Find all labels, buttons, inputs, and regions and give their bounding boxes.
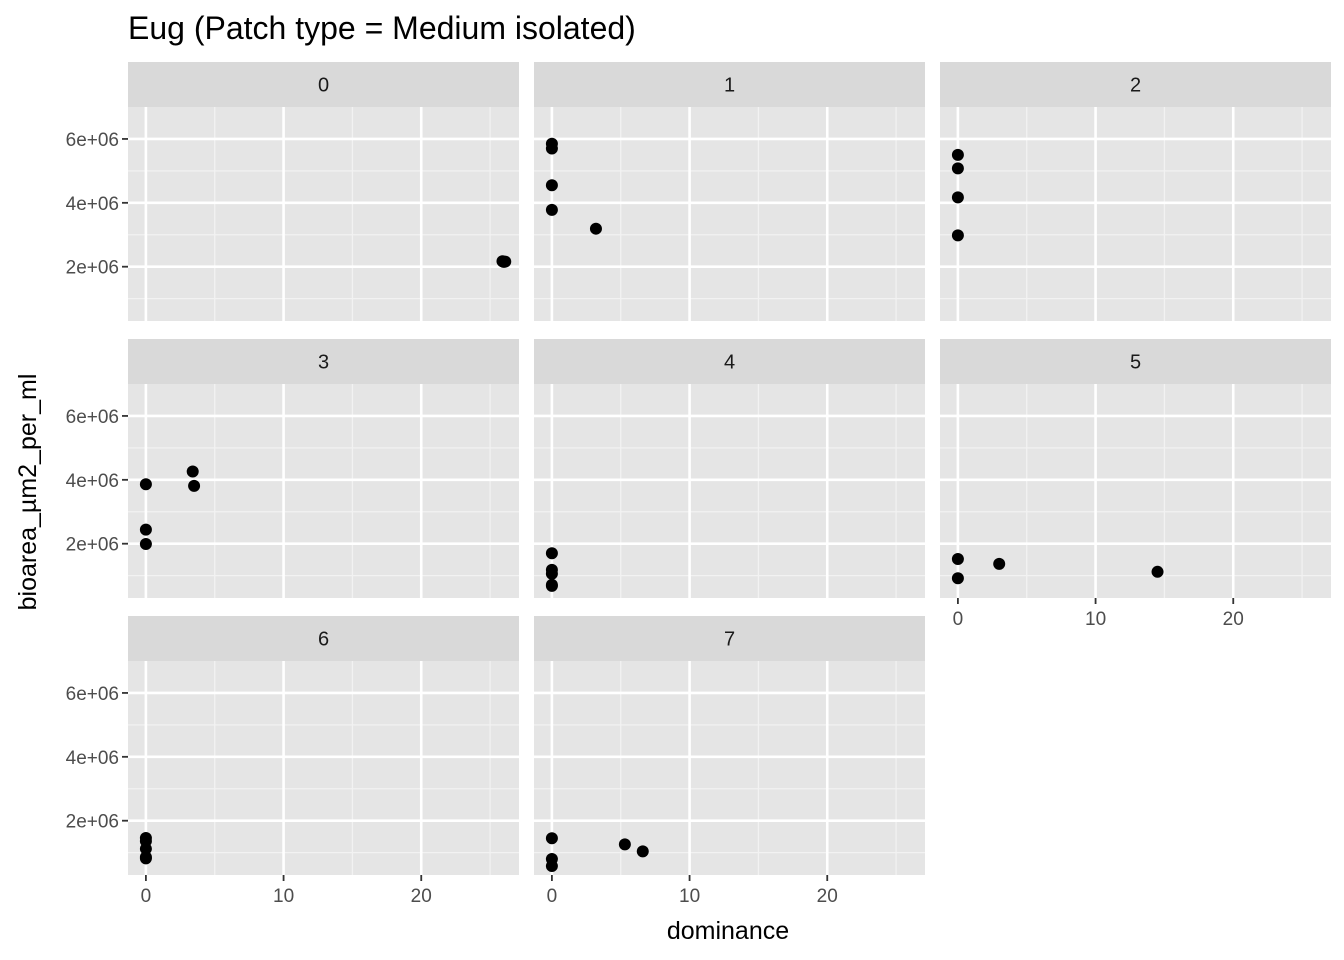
facet-strip-label: 1 <box>724 75 735 97</box>
y-tick-label: 4e+06 <box>66 471 119 492</box>
data-point <box>951 148 964 161</box>
facet-strip <box>940 62 1331 107</box>
facet-strip-label: 2 <box>1130 75 1141 97</box>
facet-4: 4 <box>534 339 925 598</box>
panel-background <box>940 384 1331 598</box>
x-tick-label: 20 <box>411 886 432 907</box>
facet-1: 1 <box>534 62 925 321</box>
data-point <box>589 222 602 235</box>
facet-strip-label: 4 <box>724 352 735 374</box>
data-point <box>139 842 152 855</box>
data-point <box>545 832 558 845</box>
x-tick-label: 0 <box>953 609 964 630</box>
data-point <box>636 845 649 858</box>
data-point <box>545 567 558 580</box>
facet-0: 0 2e+06 4e+06 6e+06 <box>66 62 519 321</box>
data-point <box>951 162 964 175</box>
y-tick-label: 4e+06 <box>66 194 119 215</box>
facet-strip-label: 6 <box>318 629 329 651</box>
data-point <box>618 838 631 851</box>
facet-strip <box>128 62 519 107</box>
facet-strip-label: 7 <box>724 629 735 651</box>
y-tick-label: 2e+06 <box>66 535 119 556</box>
x-tick-label: 0 <box>547 886 558 907</box>
y-axis-title: bioarea_µm2_per_ml <box>14 374 42 611</box>
y-tick-label: 4e+06 <box>66 748 119 769</box>
data-point <box>951 191 964 204</box>
y-tick-label: 6e+06 <box>66 684 119 705</box>
data-point <box>139 538 152 551</box>
data-point <box>186 465 199 478</box>
facet-5: 5 0 10 20 <box>940 339 1331 630</box>
data-point <box>545 142 558 155</box>
data-point <box>545 547 558 560</box>
facet-strip-label: 3 <box>318 352 329 374</box>
data-point <box>545 179 558 192</box>
data-point <box>139 523 152 536</box>
data-point <box>1151 565 1164 578</box>
data-point <box>951 553 964 566</box>
data-point <box>951 229 964 242</box>
facet-strip <box>534 62 925 107</box>
data-point <box>545 579 558 592</box>
data-point <box>496 255 509 268</box>
facet-strip-label: 5 <box>1130 352 1141 374</box>
y-tick-label: 2e+06 <box>66 812 119 833</box>
chart-title: Eug (Patch type = Medium isolated) <box>128 10 636 46</box>
panel-background <box>940 107 1331 321</box>
x-tick-label: 10 <box>1085 609 1106 630</box>
x-tick-label: 20 <box>1223 609 1244 630</box>
x-axis-title: dominance <box>667 917 789 945</box>
panel-background <box>534 107 925 321</box>
data-point <box>545 203 558 216</box>
facet-strip <box>128 339 519 384</box>
facet-strip <box>940 339 1331 384</box>
data-point <box>188 479 201 492</box>
panel-background <box>128 107 519 321</box>
panel-background <box>534 661 925 875</box>
facet-strip <box>128 616 519 661</box>
x-tick-label: 10 <box>679 886 700 907</box>
facet-6: 6 2e+06 4e+06 6e+06 0 10 20 <box>66 616 519 907</box>
facet-strip <box>534 616 925 661</box>
facet-3: 3 2e+06 4e+06 6e+06 <box>66 339 519 598</box>
data-point <box>545 860 558 873</box>
panel-background <box>128 661 519 875</box>
x-tick-label: 0 <box>141 886 152 907</box>
data-point <box>993 557 1006 570</box>
x-tick-label: 20 <box>817 886 838 907</box>
data-point <box>139 852 152 865</box>
panel-background <box>534 384 925 598</box>
y-tick-label: 2e+06 <box>66 258 119 279</box>
facet-2: 2 <box>940 62 1331 321</box>
facet-panels: 0 2e+06 4e+06 6e+06 1 2 3 2e+06 4e+06 6e+06 4 5 0 10 2… <box>66 62 1331 907</box>
data-point <box>951 572 964 585</box>
y-tick-label: 6e+06 <box>66 407 119 428</box>
facet-7: 7 0 10 20 <box>534 616 925 907</box>
x-tick-label: 10 <box>273 886 294 907</box>
facet-strip <box>534 339 925 384</box>
data-point <box>139 478 152 491</box>
y-tick-label: 6e+06 <box>66 130 119 151</box>
facet-strip-label: 0 <box>318 75 329 97</box>
